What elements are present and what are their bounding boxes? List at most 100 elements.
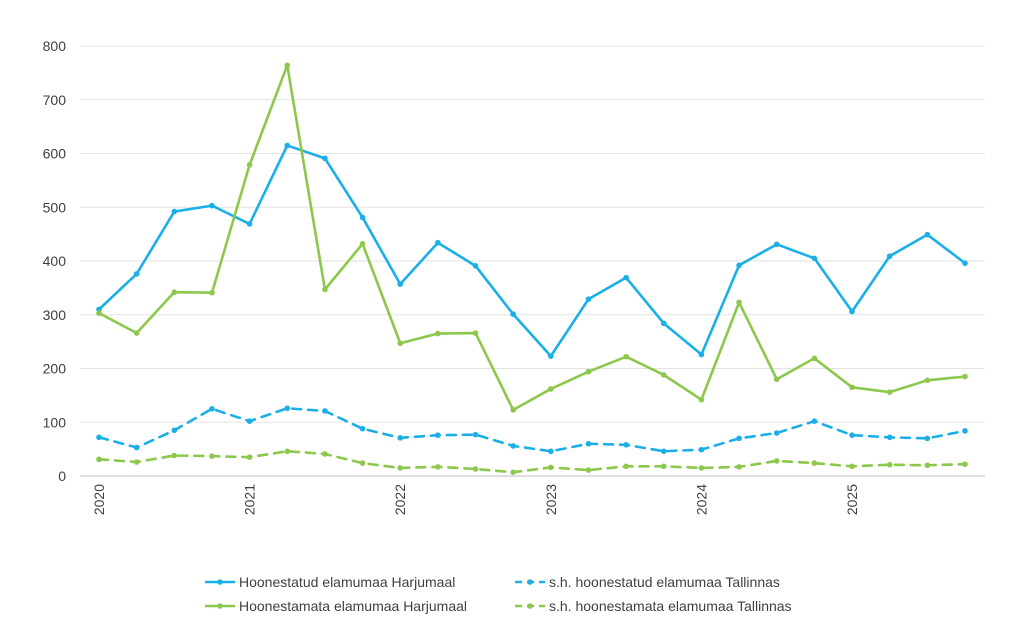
data-point (96, 310, 102, 316)
data-point (811, 418, 818, 424)
data-point (962, 428, 968, 434)
data-point (171, 452, 178, 459)
data-point (698, 396, 705, 403)
legend-item: s.h. hoonestatud elamumaa Tallinnas (515, 574, 780, 590)
data-point (811, 355, 818, 362)
data-point (811, 255, 818, 262)
data-point (962, 461, 968, 467)
data-point (736, 464, 742, 470)
data-point (773, 376, 780, 383)
series-3 (96, 62, 968, 413)
data-point (96, 456, 102, 463)
data-point (322, 286, 328, 293)
series-line (97, 64, 967, 412)
data-point (585, 467, 592, 473)
x-tick-label: 2021 (242, 484, 258, 515)
data-point (849, 432, 855, 438)
data-point (171, 427, 178, 434)
y-tick-label: 300 (43, 307, 67, 323)
data-point (849, 384, 855, 391)
data-point (886, 253, 893, 259)
legend-item: Hoonestatud elamumaa Harjumaal (205, 574, 455, 590)
y-tick-label: 700 (43, 92, 67, 108)
data-point (623, 463, 629, 470)
legend-label: Hoonestamata elamumaa Harjumaal (239, 598, 467, 614)
data-point (510, 311, 516, 318)
data-point (962, 260, 968, 266)
data-point (623, 442, 629, 448)
legend: Hoonestatud elamumaa Harjumaal s.h. hoone… (205, 574, 792, 614)
data-point (284, 448, 291, 455)
legend-swatch-marker (527, 579, 533, 585)
series-line (97, 449, 967, 474)
data-point (585, 368, 592, 375)
data-point (171, 289, 178, 295)
data-point (736, 435, 742, 442)
x-tick-label: 2025 (844, 484, 860, 515)
data-point (397, 281, 404, 287)
legend-label: Hoonestatud elamumaa Harjumaal (239, 574, 455, 590)
data-point (660, 320, 667, 327)
data-point (472, 466, 479, 472)
data-point (698, 446, 705, 453)
data-point (623, 353, 629, 360)
legend-item: Hoonestamata elamumaa Harjumaal (205, 598, 467, 614)
x-axis-ticks: 2020 2021 2022 2023 2024 2025 (91, 484, 860, 515)
legend-item: s.h. hoonestamata elamumaa Tallinnas (515, 598, 792, 614)
data-point (472, 431, 479, 438)
legend-label: s.h. hoonestamata elamumaa Tallinnas (549, 598, 792, 614)
data-point (359, 241, 366, 247)
y-tick-label: 100 (43, 414, 67, 430)
x-tick-label: 2022 (392, 484, 408, 515)
data-point (322, 155, 328, 162)
data-point (322, 451, 328, 457)
series-1 (96, 142, 968, 359)
data-point (660, 448, 667, 455)
data-point (435, 432, 441, 438)
data-point (397, 340, 404, 347)
data-point (698, 465, 705, 471)
gridlines (80, 45, 985, 477)
data-point (209, 406, 215, 412)
data-point (397, 435, 404, 441)
data-point (435, 464, 441, 470)
y-axis-ticks: 0 100 200 300 400 500 600 700 800 (43, 38, 67, 484)
x-tick-label: 2020 (91, 484, 107, 515)
data-point (133, 330, 140, 336)
data-point (773, 430, 780, 436)
data-point (359, 425, 366, 432)
data-point (849, 463, 855, 470)
data-point (284, 142, 291, 149)
data-point (96, 434, 102, 441)
data-point (435, 239, 441, 246)
data-point (962, 373, 968, 380)
data-point (773, 241, 780, 248)
series-2 (96, 405, 968, 455)
data-point (548, 353, 554, 359)
series-4 (96, 448, 968, 476)
y-tick-label: 400 (43, 253, 67, 269)
data-point (246, 161, 253, 168)
data-point (246, 418, 253, 424)
data-point (698, 351, 705, 358)
data-point (472, 263, 479, 269)
data-point (811, 460, 818, 466)
data-point (209, 453, 215, 459)
data-point (736, 262, 742, 269)
data-point (660, 372, 667, 378)
data-point (548, 464, 554, 471)
data-point (548, 448, 554, 455)
series-line (97, 406, 967, 453)
data-point (924, 231, 931, 238)
legend-swatch-marker (217, 603, 223, 609)
data-point (133, 444, 140, 451)
series-lines (96, 62, 968, 476)
y-tick-label: 600 (43, 146, 67, 162)
data-point (133, 271, 140, 277)
data-point (886, 434, 893, 441)
data-point (585, 440, 592, 447)
y-tick-label: 500 (43, 199, 67, 215)
data-point (585, 296, 592, 302)
y-tick-label: 0 (58, 468, 66, 484)
